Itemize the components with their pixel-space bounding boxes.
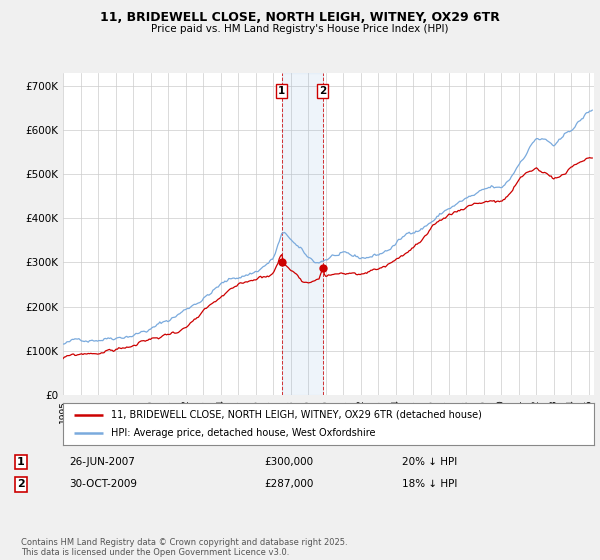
Text: £300,000: £300,000	[264, 457, 313, 467]
Bar	[282, 73, 323, 395]
Text: 26-JUN-2007: 26-JUN-2007	[69, 457, 135, 467]
Text: 18% ↓ HPI: 18% ↓ HPI	[402, 479, 457, 489]
Text: Contains HM Land Registry data © Crown copyright and database right 2025.
This d: Contains HM Land Registry data © Crown c…	[21, 538, 347, 557]
Text: £287,000: £287,000	[264, 479, 313, 489]
Text: 11, BRIDEWELL CLOSE, NORTH LEIGH, WITNEY, OX29 6TR: 11, BRIDEWELL CLOSE, NORTH LEIGH, WITNEY…	[100, 11, 500, 24]
Text: 11, BRIDEWELL CLOSE, NORTH LEIGH, WITNEY, OX29 6TR (detached house): 11, BRIDEWELL CLOSE, NORTH LEIGH, WITNEY…	[111, 410, 482, 420]
Text: 1: 1	[17, 457, 25, 467]
Text: Price paid vs. HM Land Registry's House Price Index (HPI): Price paid vs. HM Land Registry's House …	[151, 24, 449, 34]
Text: 2: 2	[17, 479, 25, 489]
Text: 30-OCT-2009: 30-OCT-2009	[69, 479, 137, 489]
Text: 1: 1	[278, 86, 286, 96]
Text: HPI: Average price, detached house, West Oxfordshire: HPI: Average price, detached house, West…	[111, 428, 375, 438]
Text: 2: 2	[319, 86, 326, 96]
Text: 20% ↓ HPI: 20% ↓ HPI	[402, 457, 457, 467]
